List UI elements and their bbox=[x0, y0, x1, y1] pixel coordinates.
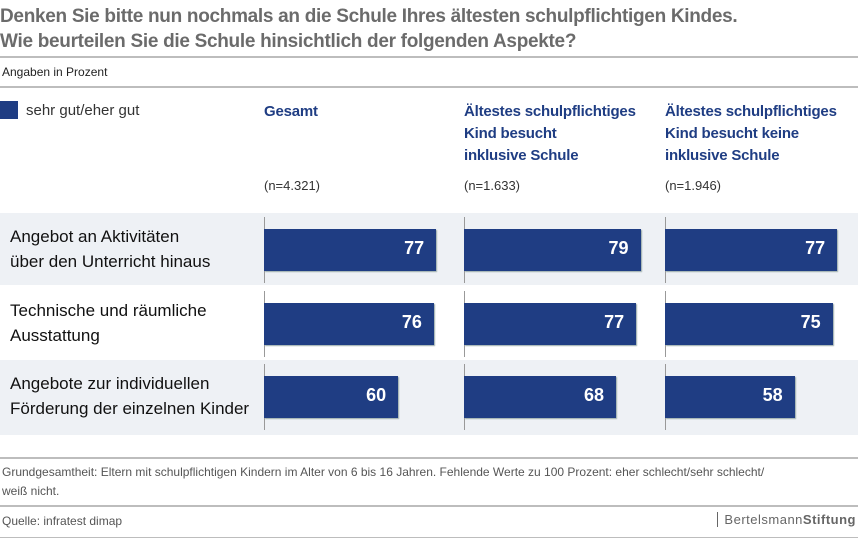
category-label-line: Ausstattung bbox=[10, 326, 100, 345]
column-header: Ältestes schulpflichtiges Kind besucht ink… bbox=[464, 101, 636, 167]
data-label: 76 bbox=[401, 312, 422, 332]
divider bbox=[0, 537, 858, 538]
legend: sehr gut/eher gut bbox=[0, 101, 139, 119]
sample-size: (n=1.946) bbox=[665, 178, 722, 193]
data-label: 68 bbox=[583, 385, 604, 405]
bar: 76 bbox=[264, 303, 434, 345]
data-label: 58 bbox=[762, 385, 783, 405]
data-label: 60 bbox=[366, 385, 387, 405]
category-label: Angebot an Aktivitäten über den Unterrich… bbox=[10, 224, 210, 274]
column-header-line: inklusive Schule bbox=[665, 147, 780, 164]
data-label: 77 bbox=[404, 238, 425, 258]
subtitle: Angaben in Prozent bbox=[2, 65, 108, 79]
data-label: 77 bbox=[805, 238, 826, 258]
bar: 58 bbox=[665, 376, 795, 418]
category-label-line: Förderung der einzelnen Kinder bbox=[10, 399, 250, 418]
source: Quelle: infratest dimap bbox=[2, 514, 123, 528]
category-label: Technische und räumliche Ausstattung bbox=[10, 298, 207, 348]
column-header: Ältestes schulpflichtiges Kind besucht ke… bbox=[665, 101, 837, 167]
bertelsmann-logo: BertelsmannStiftung bbox=[717, 512, 856, 527]
category-label: Angebote zur individuellen Förderung der … bbox=[10, 371, 249, 421]
column-header-line: Ältestes schulpflichtiges bbox=[464, 103, 636, 120]
title-line: Wie beurteilen Sie die Schule hinsichtli… bbox=[0, 31, 577, 52]
bar: 75 bbox=[665, 303, 833, 345]
divider bbox=[0, 457, 858, 459]
column-header-line: Kind besucht bbox=[464, 125, 557, 142]
legend-swatch bbox=[0, 101, 18, 119]
bar: 60 bbox=[264, 376, 399, 418]
column-header-line: inklusive Schule bbox=[464, 147, 579, 164]
column-header-line: Ältestes schulpflichtiges bbox=[665, 103, 837, 120]
bar: 77 bbox=[665, 229, 838, 271]
sample-size: (n=1.633) bbox=[464, 178, 521, 193]
data-label: 75 bbox=[800, 312, 821, 332]
footnote-line: weiß nicht. bbox=[2, 484, 60, 498]
footnote-line: Grundgesamtheit: Eltern mit schulpflicht… bbox=[2, 465, 765, 479]
bar: 77 bbox=[264, 229, 437, 271]
divider bbox=[0, 56, 858, 58]
divider bbox=[0, 86, 858, 88]
chart-title: Denken Sie bitte nun nochmals an die Sch… bbox=[0, 4, 738, 54]
legend-label: sehr gut/eher gut bbox=[26, 101, 140, 119]
column-header: Gesamt bbox=[264, 101, 318, 123]
category-label-line: Angebote zur individuellen bbox=[10, 374, 210, 393]
category-label-line: über den Unterricht hinaus bbox=[10, 252, 211, 271]
divider bbox=[0, 505, 858, 507]
bar: 68 bbox=[464, 376, 616, 418]
bar: 79 bbox=[464, 229, 641, 271]
footnote: Grundgesamtheit: Eltern mit schulpflicht… bbox=[2, 463, 764, 501]
column-header-line: Kind besucht keine bbox=[665, 125, 799, 142]
title-line: Denken Sie bitte nun nochmals an die Sch… bbox=[0, 6, 738, 27]
column-header-line: Gesamt bbox=[264, 103, 318, 120]
category-label-line: Angebot an Aktivitäten bbox=[10, 227, 180, 246]
data-label: 77 bbox=[604, 312, 625, 332]
data-label: 79 bbox=[608, 238, 629, 258]
category-label-line: Technische und räumliche bbox=[10, 301, 207, 320]
bar: 77 bbox=[464, 303, 637, 345]
sample-size: (n=4.321) bbox=[264, 178, 321, 193]
